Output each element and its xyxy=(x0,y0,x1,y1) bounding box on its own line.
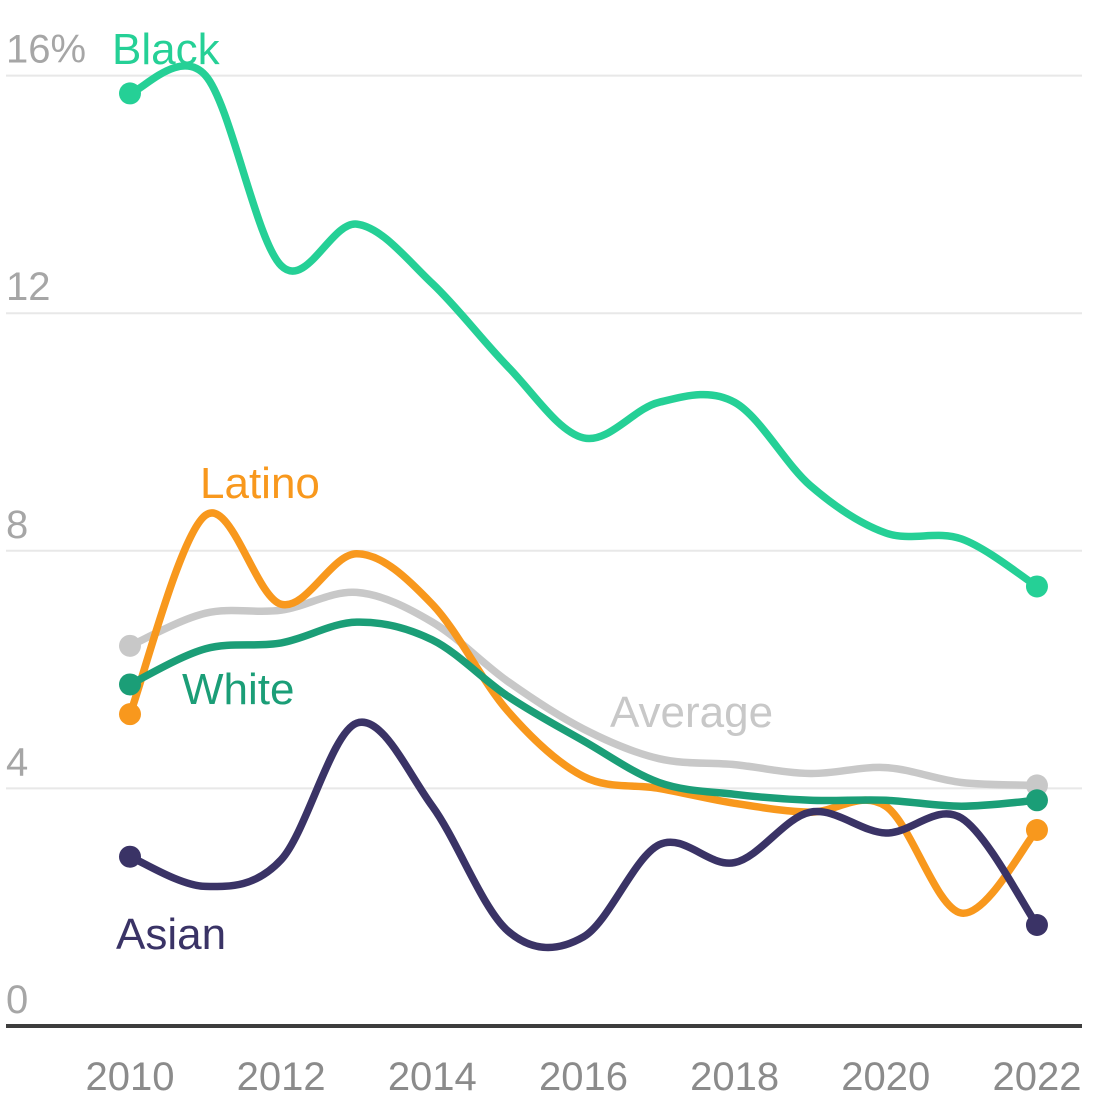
series-end-dot-white xyxy=(1025,789,1048,812)
series-start-dot-black xyxy=(119,82,141,105)
x-tick-label: 2014 xyxy=(388,1055,477,1099)
y-tick-label: 12 xyxy=(6,265,51,309)
series-line-black xyxy=(126,62,1041,591)
y-tick-label: 8 xyxy=(6,503,28,547)
x-tick-label: 2012 xyxy=(237,1055,326,1099)
series-start-dot-latino xyxy=(119,703,141,726)
series-line-white xyxy=(126,618,1041,810)
series-start-dot-average xyxy=(119,634,141,657)
y-tick-label: 0 xyxy=(6,978,28,1022)
x-tick-label: 2010 xyxy=(86,1055,175,1099)
x-tick-label: 2022 xyxy=(992,1055,1081,1099)
series-end-dot-latino xyxy=(1025,818,1048,841)
series-label-average: Average xyxy=(610,688,773,737)
x-tick-label: 2016 xyxy=(539,1055,628,1099)
series-label-asian: Asian xyxy=(116,910,226,959)
y-tick-label: 4 xyxy=(6,740,28,784)
series-start-dot-white xyxy=(119,673,141,696)
series-end-dot-asian xyxy=(1025,914,1048,937)
series-line-latino xyxy=(126,509,1041,917)
series-line-average xyxy=(126,588,1041,790)
y-tick-label: 16% xyxy=(6,28,86,72)
series-end-dot-black xyxy=(1025,575,1048,598)
series-label-black: Black xyxy=(112,25,221,74)
series-label-white: White xyxy=(182,665,294,714)
series-start-dot-asian xyxy=(119,845,141,868)
series-label-latino: Latino xyxy=(200,459,320,508)
series-line-asian xyxy=(126,718,1041,952)
x-tick-label: 2018 xyxy=(690,1055,779,1099)
x-tick-label: 2020 xyxy=(841,1055,930,1099)
